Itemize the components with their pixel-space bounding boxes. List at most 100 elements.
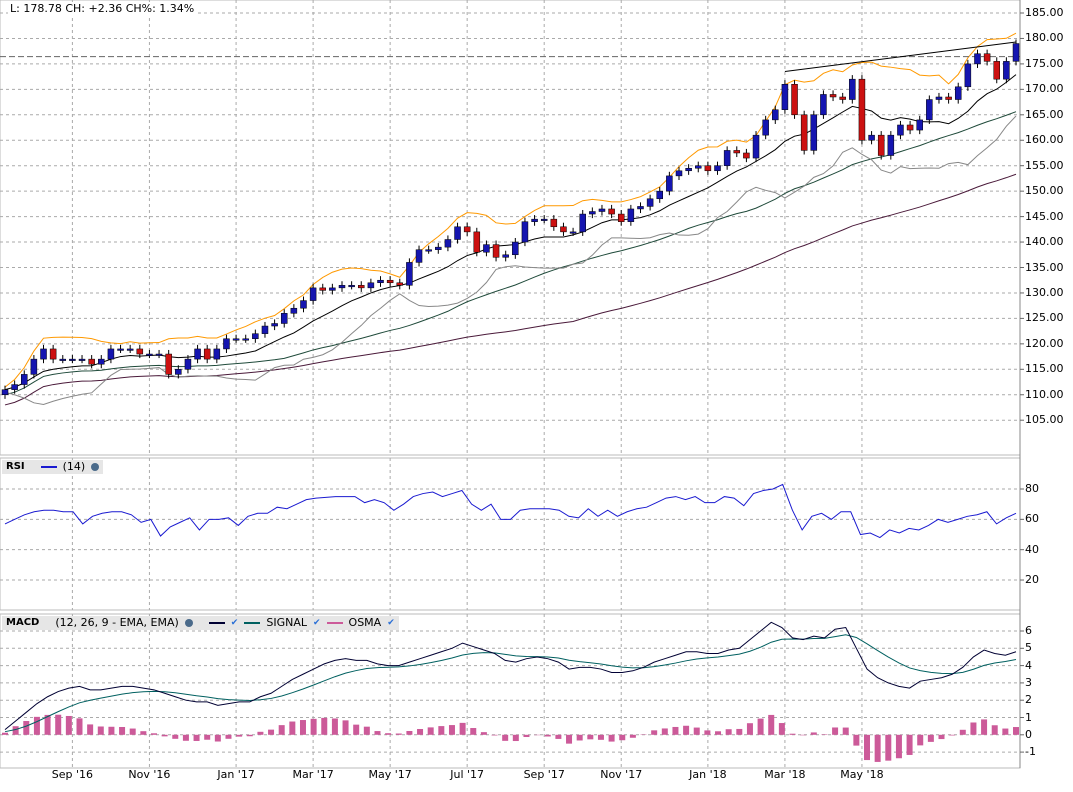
osma-bar bbox=[353, 724, 360, 735]
signal-toggle-checkbox[interactable]: ✔ bbox=[312, 618, 321, 628]
osma-bar bbox=[544, 734, 551, 737]
x-tick-label: Mar '18 bbox=[764, 768, 806, 781]
candle-up bbox=[820, 94, 827, 116]
osma-bar bbox=[810, 732, 817, 735]
macd-legend-title: MACD bbox=[6, 617, 40, 628]
osma-bar bbox=[76, 718, 83, 735]
osma-bar bbox=[150, 733, 157, 735]
panel-frame bbox=[0, 457, 1021, 611]
osma-bar bbox=[523, 734, 530, 738]
candle-up bbox=[290, 307, 298, 314]
candle-up bbox=[444, 239, 452, 248]
candle-down bbox=[473, 231, 481, 253]
osma-bar bbox=[981, 719, 988, 735]
osma-bar bbox=[906, 734, 913, 755]
signal-label: SIGNAL bbox=[266, 616, 307, 629]
candle-up bbox=[1003, 61, 1010, 80]
osma-bar bbox=[768, 714, 775, 735]
osma-bar bbox=[576, 734, 583, 741]
candle-down bbox=[386, 279, 394, 284]
candle-down bbox=[877, 134, 885, 156]
x-tick-label: Sep '17 bbox=[523, 768, 565, 781]
rsi-line-swatch bbox=[40, 466, 57, 468]
x-tick-label: Nov '17 bbox=[600, 768, 643, 781]
candle-up bbox=[261, 325, 269, 334]
y-tick-label: 6 bbox=[1025, 624, 1032, 637]
candle-up bbox=[502, 254, 509, 258]
rsi-params: (14) bbox=[62, 460, 86, 473]
candle-up bbox=[377, 279, 384, 284]
candle-up bbox=[781, 84, 789, 110]
osma-toggle-checkbox[interactable]: ✔ bbox=[387, 618, 395, 628]
candle-up bbox=[752, 134, 760, 159]
osma-bar bbox=[204, 734, 211, 740]
y-tick-label: 140.00 bbox=[1025, 235, 1064, 249]
candle-up bbox=[232, 338, 240, 341]
osma-bar bbox=[864, 734, 871, 761]
osma-bar bbox=[491, 734, 498, 736]
osma-bar bbox=[65, 715, 72, 735]
osma-bar bbox=[1002, 728, 1009, 735]
osma-bar bbox=[683, 725, 690, 735]
osma-bar bbox=[140, 731, 147, 735]
osma-bar bbox=[991, 725, 998, 735]
osma-bar bbox=[874, 734, 881, 762]
osma-bar bbox=[23, 721, 30, 735]
candle-up bbox=[954, 86, 962, 100]
candle-down bbox=[617, 213, 625, 222]
upper-band-line bbox=[4, 32, 1017, 388]
x-tick-label: Jan '18 bbox=[689, 768, 727, 781]
osma-bar bbox=[757, 718, 764, 735]
candle-down bbox=[839, 96, 846, 100]
y-tick-label: 185.00 bbox=[1025, 6, 1064, 19]
candle-up bbox=[425, 249, 432, 252]
osma-bar bbox=[832, 727, 839, 735]
osma-bar bbox=[959, 729, 966, 735]
osma-bar bbox=[119, 726, 126, 735]
osma-bar bbox=[566, 734, 573, 744]
y-tick-label: 40 bbox=[1025, 542, 1039, 556]
osma-bar bbox=[853, 734, 860, 746]
candle-up bbox=[98, 358, 105, 365]
osma-bar bbox=[268, 729, 275, 735]
candle-up bbox=[1, 389, 9, 396]
osma-bar bbox=[725, 729, 732, 735]
candle-down bbox=[906, 124, 914, 131]
candle-up bbox=[656, 190, 663, 200]
candle-up bbox=[935, 96, 943, 100]
candle-up bbox=[646, 198, 654, 207]
osma-bar bbox=[555, 734, 562, 739]
candle-down bbox=[993, 61, 1000, 80]
signal-line-swatch bbox=[244, 622, 261, 624]
candle-up bbox=[59, 358, 67, 361]
candle-up bbox=[512, 241, 519, 256]
y-tick-label: 150.00 bbox=[1025, 184, 1064, 198]
candle-up bbox=[11, 384, 18, 390]
osma-bar bbox=[310, 718, 317, 735]
candle-up bbox=[40, 348, 47, 360]
x-tick-label: Jul '17 bbox=[450, 768, 485, 781]
change-value: CH: +2.36 bbox=[65, 2, 123, 15]
candle-down bbox=[704, 165, 712, 172]
settings-globe-icon[interactable] bbox=[184, 619, 193, 627]
macd-toggle-checkbox[interactable]: ✔ bbox=[230, 618, 239, 628]
osma-bar bbox=[108, 726, 115, 735]
candle-up bbox=[107, 348, 115, 360]
osma-bar bbox=[512, 734, 519, 742]
candle-up bbox=[569, 231, 577, 234]
candle-down bbox=[136, 348, 144, 355]
y-tick-label: 130.00 bbox=[1025, 285, 1064, 299]
osma-bar bbox=[480, 732, 487, 735]
candle-down bbox=[560, 226, 567, 233]
candle-up bbox=[897, 124, 904, 136]
candle-up bbox=[974, 53, 981, 65]
y-tick-label: 1 bbox=[1025, 710, 1032, 724]
osma-bar bbox=[448, 725, 455, 735]
osma-bar bbox=[619, 734, 626, 741]
candle-down bbox=[608, 208, 615, 215]
candle-down bbox=[88, 358, 95, 365]
candle-up bbox=[810, 114, 818, 151]
x-tick-label: Nov '16 bbox=[128, 768, 171, 781]
y-tick-label: 110.00 bbox=[1025, 387, 1064, 401]
settings-globe-icon[interactable] bbox=[91, 463, 100, 471]
